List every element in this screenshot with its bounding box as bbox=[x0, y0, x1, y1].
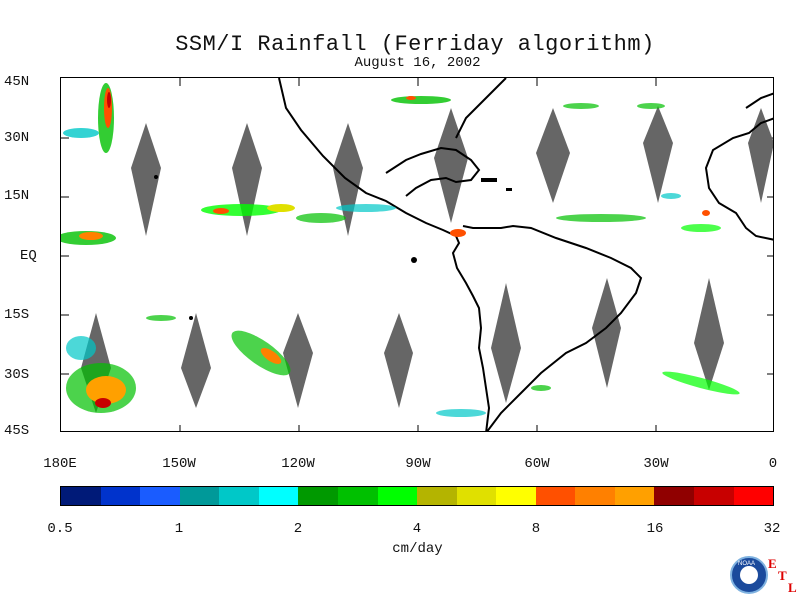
colorbar-swatch bbox=[61, 487, 101, 505]
lon-label-120w: 120W bbox=[281, 456, 315, 472]
colorbar-swatch bbox=[219, 487, 259, 505]
lat-label-45n: 45N bbox=[4, 74, 30, 90]
lon-label-60w: 60W bbox=[524, 456, 550, 472]
colorbar-swatch bbox=[100, 487, 141, 505]
colorbar-swatch bbox=[614, 487, 655, 505]
colorbar-swatch bbox=[417, 487, 457, 505]
colorbar-swatch bbox=[535, 487, 576, 505]
colorbar-swatch bbox=[733, 487, 774, 505]
colorbar-tick-16: 16 bbox=[646, 521, 664, 537]
map-date: August 16, 2002 bbox=[354, 55, 481, 71]
colorbar-swatch bbox=[456, 487, 497, 505]
islands bbox=[154, 175, 512, 320]
colorbar-tick-2: 2 bbox=[293, 521, 303, 537]
colorbar-tick-8: 8 bbox=[531, 521, 541, 537]
colorbar-swatch bbox=[298, 487, 338, 505]
colorbar-swatch bbox=[377, 487, 418, 505]
colorbar bbox=[60, 486, 774, 506]
lon-label-150w: 150W bbox=[162, 456, 196, 472]
colorbar-swatch bbox=[694, 487, 734, 505]
colorbar-units: cm/day bbox=[392, 541, 443, 557]
noaa-logo-bird bbox=[740, 566, 758, 584]
map-title: SSM/I Rainfall (Ferriday algorithm) bbox=[175, 32, 655, 57]
lat-label-15s: 15S bbox=[4, 307, 30, 323]
rainfall-map bbox=[60, 77, 774, 432]
etl-letter-l: L bbox=[788, 580, 797, 595]
map-canvas bbox=[61, 78, 773, 431]
noaa-logo-text: NOAA bbox=[738, 561, 756, 567]
colorbar-swatch bbox=[179, 487, 220, 505]
lon-label-90w: 90W bbox=[405, 456, 431, 472]
colorbar-tick-32: 32 bbox=[763, 521, 781, 537]
etl-letter-e: E bbox=[768, 556, 777, 571]
lon-label-0: 0 bbox=[768, 456, 778, 472]
lat-label-eq: EQ bbox=[20, 248, 37, 264]
colorbar-swatch bbox=[496, 487, 536, 505]
colorbar-swatch bbox=[140, 487, 180, 505]
colorbar-swatch bbox=[654, 487, 694, 505]
colorbar-swatch bbox=[575, 487, 615, 505]
coastlines bbox=[278, 78, 773, 431]
etl-letter-t: T bbox=[778, 568, 787, 583]
colorbar-swatch bbox=[337, 487, 378, 505]
colorbar-swatch bbox=[258, 487, 299, 505]
noaa-logo: NOAA bbox=[730, 556, 768, 594]
rainfall-patches bbox=[61, 83, 740, 417]
lat-label-45s: 45S bbox=[4, 423, 30, 439]
lon-label-30w: 30W bbox=[643, 456, 669, 472]
colorbar-tick-0-5: 0.5 bbox=[47, 521, 73, 537]
lon-label-180e: 180E bbox=[43, 456, 77, 472]
lat-label-30n: 30N bbox=[4, 130, 30, 146]
lat-label-30s: 30S bbox=[4, 367, 30, 383]
colorbar-tick-1: 1 bbox=[174, 521, 184, 537]
lat-label-15n: 15N bbox=[4, 188, 30, 204]
colorbar-tick-4: 4 bbox=[412, 521, 422, 537]
